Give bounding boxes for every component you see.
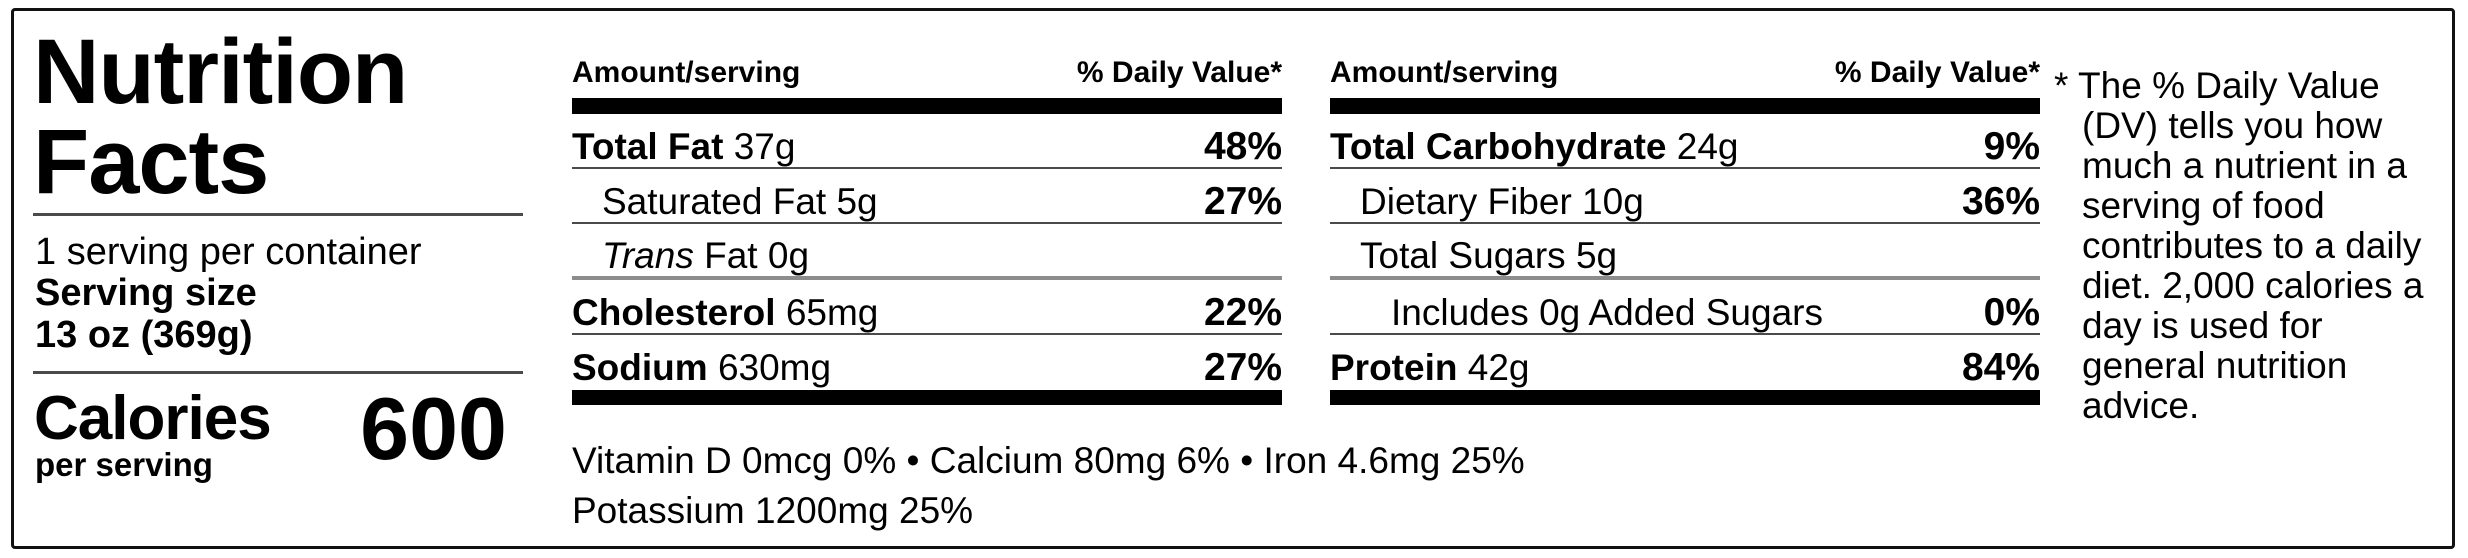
label-title: Nutrition Facts	[33, 21, 408, 213]
thick-bar-bottom	[572, 390, 1282, 405]
nutrient-name: Total Fat	[572, 126, 724, 167]
nutrient-name: Total Carbohydrate	[1330, 126, 1667, 167]
label-border	[11, 8, 2455, 549]
nutrient-amount: Includes 0g Added Sugars	[1391, 291, 1823, 333]
nutrient-quantity: 24g	[1676, 126, 1739, 167]
nutrient-amount: Total Sugars 5g	[1360, 235, 1618, 277]
row-sodium: Sodium 630mg 27%	[572, 335, 1282, 390]
nutrient-amount: Sodium 630mg	[572, 347, 831, 389]
nutrient-amount: Saturated Fat 5g	[602, 181, 878, 223]
row-added-sugars: Includes 0g Added Sugars 0%	[1330, 280, 2040, 335]
nutrient-quantity: 42g	[1467, 346, 1530, 388]
nutrient-amount: Protein 42g	[1330, 347, 1529, 389]
micronutrient-line-2: Potassium 1200mg 25%	[572, 490, 974, 531]
nutrient-name: Protein	[1330, 346, 1458, 388]
row-total-carbohydrate: Total Carbohydrate 24g 9%	[1330, 114, 2040, 170]
row-saturated-fat: Saturated Fat 5g 27%	[572, 169, 1282, 225]
nutrient-amount: Dietary Fiber 10g	[1360, 181, 1644, 223]
daily-value: 84%	[1961, 345, 2040, 389]
daily-value: 48%	[1203, 125, 1282, 168]
nutrient-amount: Cholesterol 65mg	[572, 292, 878, 334]
daily-value: 27%	[1203, 180, 1282, 224]
nutrient-column-left: Amount/serving % Daily Value* Total Fat …	[572, 0, 1282, 558]
thick-bar-top	[572, 98, 1282, 114]
daily-value: 36%	[1961, 180, 2040, 224]
column-header: Amount/serving % Daily Value*	[572, 56, 1282, 90]
header-percent-daily-value: % Daily Value*	[1076, 56, 1282, 89]
nutrient-amount: Total Fat 37g	[572, 126, 795, 168]
row-cholesterol: Cholesterol 65mg 22%	[572, 280, 1282, 335]
column-header: Amount/serving % Daily Value*	[1330, 56, 2040, 90]
thick-bar-bottom	[1330, 390, 2040, 405]
nutrient-amount: Total Carbohydrate 24g	[1330, 126, 1738, 168]
daily-value: 9%	[1983, 125, 2040, 168]
header-percent-daily-value: % Daily Value*	[1834, 56, 2040, 89]
row-dietary-fiber: Dietary Fiber 10g 36%	[1330, 169, 2040, 225]
nutrient-rows: Total Fat 37g 48% Saturated Fat 5g 27% T…	[572, 114, 1282, 390]
footnote-text: The % Daily Value (DV) tells you how muc…	[2078, 65, 2424, 426]
daily-value: 22%	[1203, 290, 1282, 334]
nutrient-quantity: 37g	[733, 126, 796, 167]
row-total-fat: Total Fat 37g 48%	[572, 114, 1282, 170]
nutrient-name-italic: Trans	[602, 235, 694, 277]
serving-size-label: Serving size	[35, 272, 257, 314]
divider-under-serving	[33, 371, 523, 374]
nutrient-quantity: 65mg	[785, 291, 879, 333]
nutrient-quantity: 630mg	[717, 346, 832, 388]
servings-per-container: 1 serving per container	[35, 231, 422, 273]
daily-value: 27%	[1203, 345, 1282, 389]
nutrient-name: Sodium	[572, 346, 708, 388]
nutrient-name: Cholesterol	[572, 291, 776, 333]
footnote-asterisk: *	[2054, 65, 2069, 106]
nutrient-quantity: Fat 0g	[704, 235, 810, 277]
calories-sublabel: per serving	[35, 446, 213, 483]
divider-under-title	[33, 213, 523, 216]
nutrient-rows: Total Carbohydrate 24g 9% Dietary Fiber …	[1330, 114, 2040, 390]
row-total-sugars: Total Sugars 5g	[1330, 224, 2040, 280]
thick-bar-top	[1330, 98, 2040, 114]
header-amount-per-serving: Amount/serving	[572, 56, 801, 89]
serving-size-value: 13 oz (369g)	[35, 314, 253, 356]
row-protein: Protein 42g 84%	[1330, 335, 2040, 390]
row-trans-fat: Trans Fat 0g	[572, 224, 1282, 280]
footnote: * The % Daily Value (DV) tells you how m…	[2054, 66, 2430, 426]
micronutrient-line-1: Vitamin D 0mcg 0% • Calcium 80mg 6% • Ir…	[572, 440, 1525, 481]
nutrient-amount: Trans Fat 0g	[572, 235, 809, 277]
header-amount-per-serving: Amount/serving	[1330, 56, 1559, 89]
calories-value: 600	[360, 379, 507, 478]
micronutrients: Vitamin D 0mcg 0% • Calcium 80mg 6% • Ir…	[572, 436, 2052, 536]
nutrient-column-right: Amount/serving % Daily Value* Total Carb…	[1330, 0, 2040, 558]
daily-value: 0%	[1983, 290, 2040, 334]
calories-label: Calories	[34, 384, 272, 453]
